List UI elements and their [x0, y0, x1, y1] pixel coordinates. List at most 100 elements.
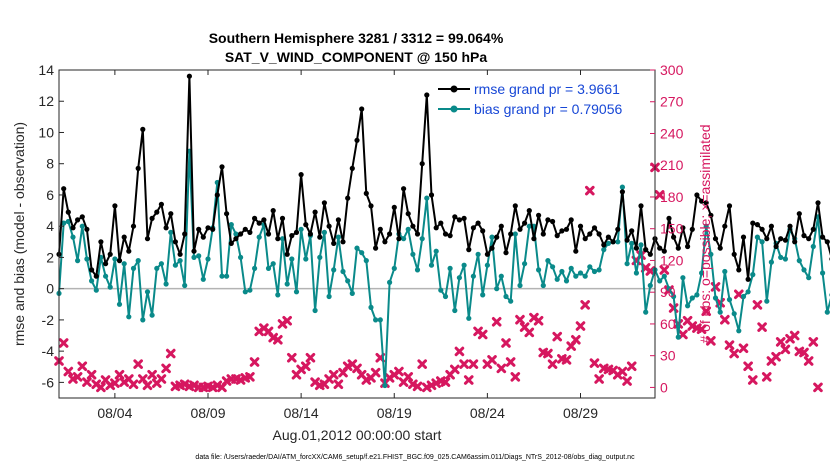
bias-point — [149, 312, 155, 318]
obs-point — [510, 372, 521, 382]
rmse-point — [605, 234, 612, 240]
bias-point — [475, 251, 481, 257]
obs-point — [626, 361, 637, 372]
bias-point — [810, 243, 816, 250]
rmse-point — [289, 233, 295, 239]
bias-point — [112, 256, 118, 262]
bias-point — [130, 265, 137, 271]
y-tick-label: 4 — [46, 218, 54, 234]
rmse-point — [787, 223, 793, 229]
bias-point — [764, 298, 770, 304]
obs-point — [543, 348, 553, 359]
rmse-point — [466, 247, 472, 253]
bias-point — [782, 256, 789, 262]
obs-point — [501, 338, 511, 348]
bias-point — [414, 267, 421, 273]
obs-point — [449, 364, 460, 375]
rmse-point — [158, 201, 164, 207]
obs-point — [477, 329, 488, 340]
rmse-point — [452, 214, 458, 220]
bias-point — [79, 223, 85, 229]
bias-point — [61, 220, 67, 226]
rmse-point — [745, 276, 751, 282]
bias-point — [643, 309, 649, 315]
y-tick-label: -6 — [42, 374, 55, 390]
rmse-series — [56, 73, 830, 282]
rmse-point — [200, 234, 206, 240]
bias-point — [633, 270, 640, 276]
bias-point — [699, 270, 705, 276]
bias-series — [56, 148, 830, 389]
bias-point — [666, 286, 672, 292]
y-tick-label: 14 — [38, 62, 54, 78]
y-tick-label: -2 — [42, 312, 55, 328]
rmse-point — [428, 192, 435, 198]
rmse-point — [638, 203, 644, 209]
obs-point — [487, 355, 497, 365]
bias-point — [191, 254, 197, 260]
y-tick-label: 8 — [46, 156, 54, 172]
rmse-point — [89, 267, 95, 273]
bias-point — [75, 258, 81, 264]
bias-point — [494, 286, 500, 292]
bias-point — [298, 226, 304, 232]
y2-axis-label: # of obs: o=possible; ×=assimilated — [697, 124, 713, 343]
rmse-point — [657, 245, 663, 251]
bias-point — [740, 293, 747, 300]
obs-point — [654, 190, 665, 200]
rmse-point — [591, 225, 598, 231]
obs-point — [463, 375, 474, 385]
bias-point — [168, 229, 174, 235]
bias-point — [405, 226, 411, 232]
bias-point — [154, 265, 160, 271]
bias-point — [466, 315, 472, 321]
rmse-point — [154, 209, 160, 215]
rmse-point — [345, 195, 351, 201]
bias-point — [317, 254, 323, 260]
rmse-point — [601, 242, 607, 248]
rmse-point — [810, 226, 816, 232]
rmse-point — [214, 192, 220, 198]
rmse-point — [419, 161, 425, 167]
rmse-point — [610, 239, 616, 245]
rmse-point — [456, 217, 462, 223]
bias-point — [121, 261, 127, 267]
rmse-point — [820, 234, 826, 240]
legend: rmse grand pr = 3.9661 bias grand pr = 0… — [433, 76, 647, 120]
bias-point — [489, 234, 495, 240]
bias-point — [736, 328, 742, 334]
obs-point — [468, 359, 479, 369]
rmse-point — [177, 251, 183, 257]
bias-point — [410, 251, 416, 257]
rmse-point — [573, 248, 579, 254]
rmse-point — [661, 248, 667, 254]
rmse-point — [671, 234, 677, 240]
rmse-point — [685, 243, 691, 250]
rmse-point — [65, 209, 71, 215]
obs-point — [575, 321, 586, 331]
rmse-point — [116, 258, 123, 264]
bias-point — [140, 317, 146, 323]
x-axis-ticks: 08/04 08/09 08/14 08/19 08/24 08/29 — [97, 70, 598, 421]
rmse-point — [354, 137, 360, 143]
rmse-point — [475, 220, 481, 226]
rmse-point — [224, 211, 230, 217]
rmse-point — [740, 234, 747, 240]
bias-point — [722, 268, 728, 275]
bias-point — [177, 258, 183, 264]
rmse-point — [494, 234, 500, 240]
obs-point — [333, 379, 344, 390]
bias-point — [512, 231, 518, 237]
obs-point — [761, 372, 772, 382]
rmse-point — [238, 231, 244, 237]
bias-point — [354, 245, 360, 251]
rmse-point — [722, 223, 728, 229]
rmse-point — [312, 209, 318, 215]
obs-point — [505, 357, 516, 367]
rmse-point — [93, 273, 99, 279]
bias-point — [559, 268, 565, 275]
rmse-point — [526, 208, 532, 214]
bias-point — [359, 250, 365, 256]
obs-point — [659, 265, 670, 275]
rmse-point — [377, 226, 383, 232]
